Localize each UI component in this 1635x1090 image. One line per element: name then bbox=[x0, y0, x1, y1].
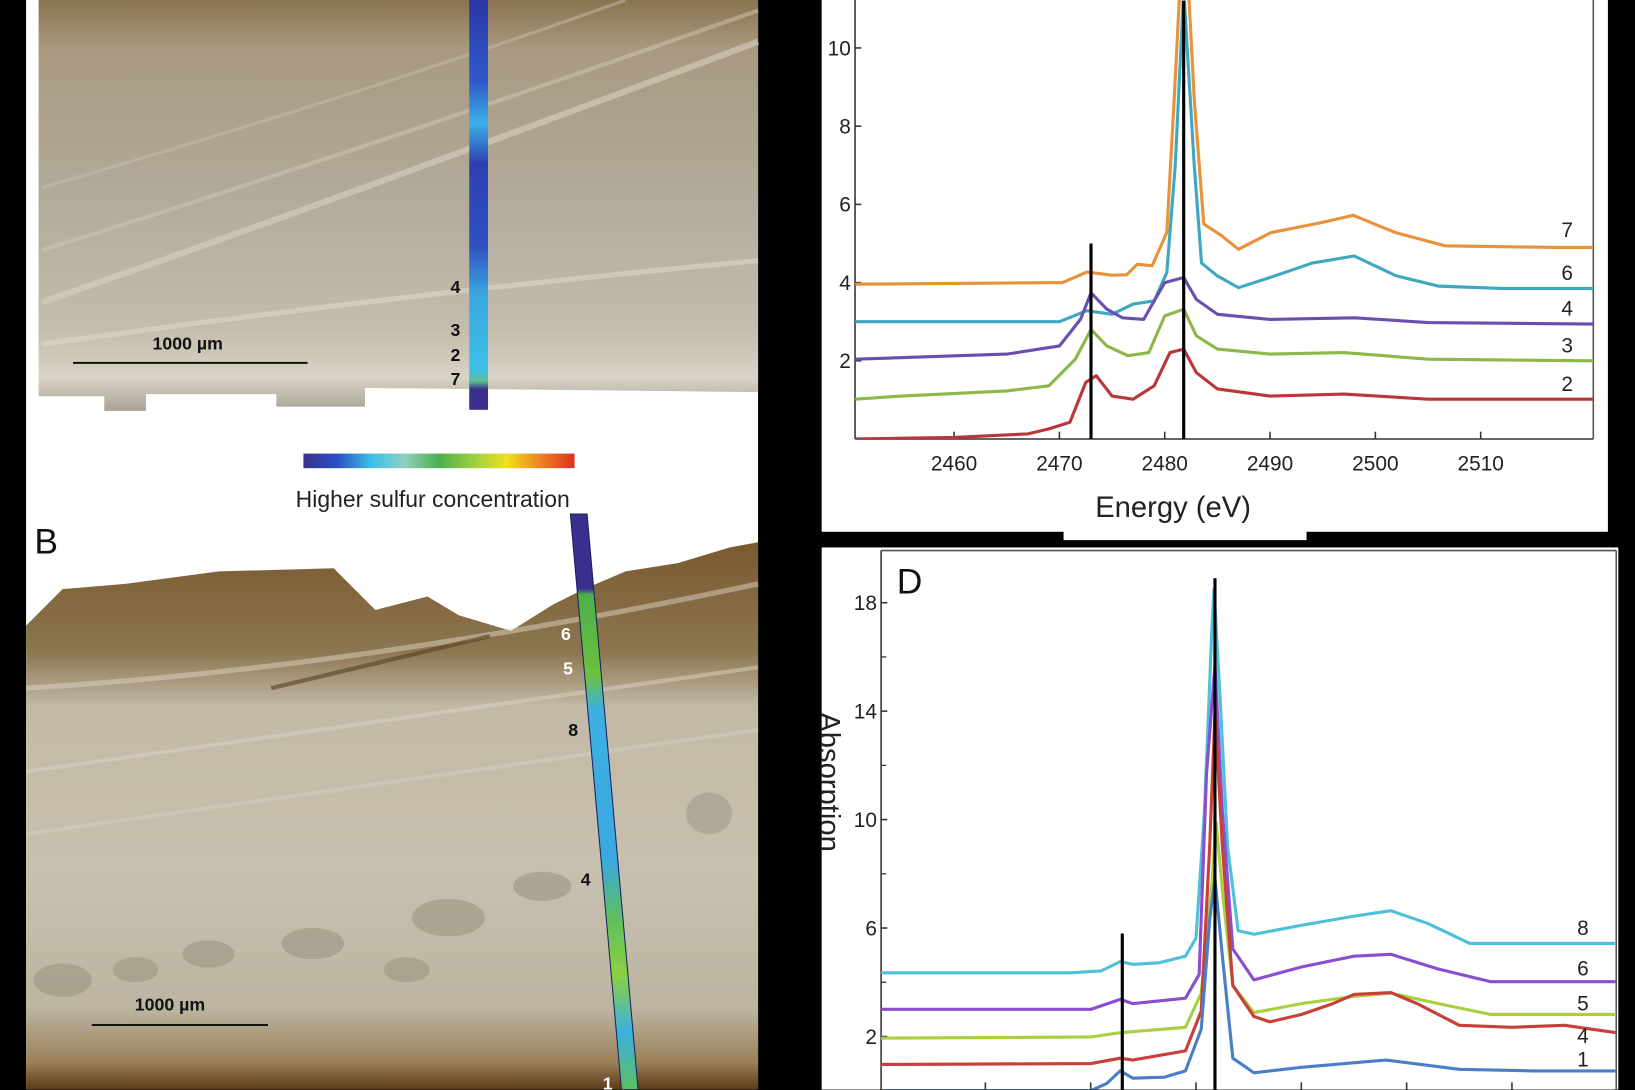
chart-c-x-axis-label: Energy (eV) bbox=[1095, 492, 1251, 524]
panel-a-micrograph bbox=[38, 0, 760, 411]
chart-d-y-axis-label: Absorption bbox=[813, 712, 845, 852]
x-tick-label: 2470 bbox=[1036, 452, 1082, 475]
series-label-6: 6 bbox=[1577, 957, 1589, 980]
series-line-6 bbox=[881, 663, 1617, 1011]
y-tick-label: 10 bbox=[854, 809, 877, 832]
chart-d: 2 6 10 14 18 8 6 5 41 bbox=[854, 549, 1618, 1090]
x-tick-label: 2460 bbox=[931, 452, 977, 475]
series-label-1: 1 bbox=[1577, 1049, 1589, 1072]
series-group bbox=[855, 0, 1594, 439]
series-line-4 bbox=[855, 275, 1594, 361]
chart-c: 2 4 6 8 10 2460 2470 2480 2490 2500 2510 7 6 4 3 2 bbox=[828, 0, 1595, 475]
panel-b-scale-bar-label: 1000 µm bbox=[135, 994, 205, 1014]
point-label: 3 bbox=[450, 320, 460, 340]
y-tick-label: 4 bbox=[839, 272, 851, 295]
point-label: 7 bbox=[450, 369, 460, 389]
panel-b-micrograph bbox=[25, 542, 759, 1090]
y-tick-label: 8 bbox=[839, 115, 851, 138]
y-tick-label: 2 bbox=[865, 1026, 877, 1049]
y-tick-label: 10 bbox=[828, 37, 851, 60]
x-tick-label: 2500 bbox=[1352, 452, 1398, 475]
series-label-8: 8 bbox=[1577, 917, 1589, 940]
series-line-1 bbox=[881, 877, 1617, 1090]
y-tick-label: 6 bbox=[865, 917, 877, 940]
panel-letter-b: B bbox=[34, 522, 58, 562]
series-line-3 bbox=[855, 307, 1594, 401]
colorbar-label: Higher sulfur concentration bbox=[296, 486, 570, 512]
series-label-2: 2 bbox=[1561, 373, 1573, 396]
panel-b-point-labels: 6 5 8 4 1 bbox=[561, 624, 613, 1089]
series-line-8 bbox=[881, 587, 1617, 975]
series-label-5: 5 bbox=[1577, 992, 1589, 1015]
y-tick-label: 2 bbox=[839, 350, 851, 373]
point-label: 8 bbox=[568, 720, 578, 740]
point-label: 4 bbox=[581, 869, 591, 889]
point-label: 6 bbox=[561, 624, 571, 644]
chart-c-xlabel-box bbox=[1063, 474, 1307, 541]
point-label: 1 bbox=[603, 1074, 613, 1090]
x-tick-label: 2490 bbox=[1247, 452, 1293, 475]
point-label: 5 bbox=[563, 659, 573, 679]
series-label-3: 3 bbox=[1561, 334, 1573, 357]
point-label: 2 bbox=[450, 345, 460, 365]
sulfur-colorbar bbox=[303, 453, 575, 469]
series-label-4: 4 bbox=[1561, 298, 1573, 321]
x-tick-label: 2480 bbox=[1142, 452, 1188, 475]
y-tick-label: 6 bbox=[839, 194, 851, 217]
point-label: 4 bbox=[450, 277, 460, 297]
series-line-7 bbox=[855, 0, 1594, 286]
series-label-7: 7 bbox=[1561, 219, 1573, 242]
chart-c-background bbox=[821, 0, 1608, 532]
series-group bbox=[881, 578, 1617, 1090]
panel-a-point-labels: 4 3 2 7 bbox=[450, 277, 460, 389]
series-line-4 bbox=[881, 710, 1617, 1066]
panel-letter-d: D bbox=[897, 561, 923, 601]
series-label-4: 4 bbox=[1577, 1025, 1589, 1048]
series-label-6: 6 bbox=[1561, 262, 1573, 285]
y-tick-label: 18 bbox=[854, 592, 877, 615]
panel-a-sulfur-map-strip bbox=[469, 0, 488, 410]
series-line-2 bbox=[855, 347, 1594, 439]
panel-a-scale-bar-label: 1000 µm bbox=[153, 333, 223, 353]
x-tick-label: 2510 bbox=[1457, 452, 1503, 475]
y-tick-label: 14 bbox=[854, 700, 877, 723]
